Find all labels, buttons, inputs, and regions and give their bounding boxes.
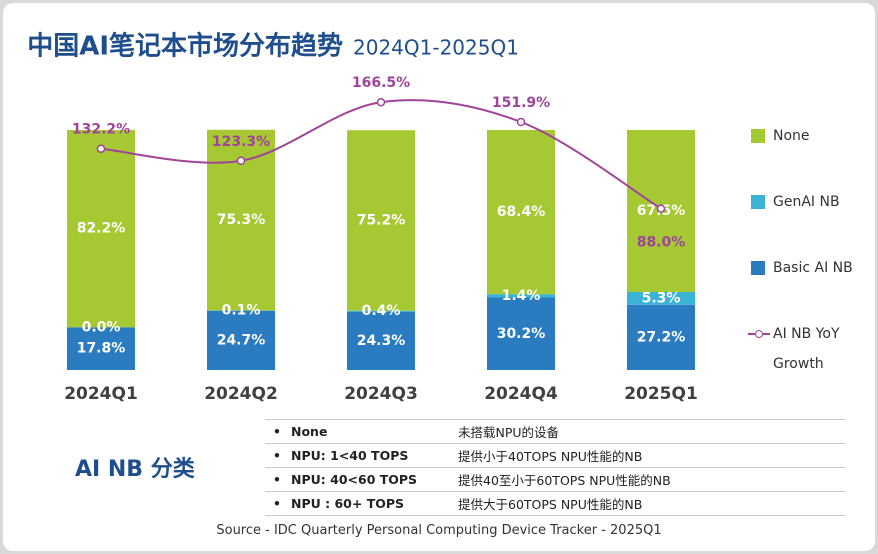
bar-segment bbox=[627, 304, 695, 370]
bar-segment bbox=[627, 292, 695, 305]
chart-subtitle: 2024Q1-2025Q1 bbox=[353, 36, 519, 60]
bar-segment bbox=[67, 130, 135, 328]
table-cell: NPU : 60+ TOPS bbox=[265, 491, 458, 516]
table-cell: NPU: 40<60 TOPS bbox=[265, 467, 458, 492]
line-label: 123.3% bbox=[212, 134, 270, 150]
data-label: 17.8% bbox=[77, 341, 126, 357]
bar-segment bbox=[347, 311, 415, 370]
classification-title: AI NB 分类 bbox=[75, 457, 195, 482]
legend-swatch bbox=[748, 319, 770, 349]
table-cell: None bbox=[265, 419, 458, 444]
data-label: 30.2% bbox=[497, 326, 546, 342]
legend-swatch bbox=[751, 129, 765, 143]
table-cell: NPU: 1<40 TOPS bbox=[265, 443, 458, 468]
data-label: 27.2% bbox=[637, 329, 686, 345]
x-tick-label: 2024Q1 bbox=[64, 384, 138, 404]
bar-segment bbox=[67, 327, 135, 370]
legend-swatch bbox=[751, 195, 765, 209]
line-point bbox=[376, 97, 386, 107]
table-cell: 提供40至小于60TOPS NPU性能的NB bbox=[458, 467, 845, 492]
x-tick-label: 2024Q4 bbox=[484, 384, 558, 404]
line-label: 88.0% bbox=[637, 235, 686, 251]
legend-item: None bbox=[748, 121, 859, 151]
line-label: 151.9% bbox=[492, 95, 550, 111]
legend-item: AI NB YoY Growth bbox=[748, 319, 859, 379]
chart: 中国AI笔记本市场分布趋势 2024Q1-2025Q1 2024Q1 2024Q2… bbox=[27, 31, 698, 405]
table-cell: 提供小于40TOPS NPU性能的NB bbox=[458, 443, 845, 468]
data-label: 75.3% bbox=[217, 212, 266, 228]
legend-item: GenAI NB bbox=[748, 187, 859, 217]
data-label: 82.2% bbox=[77, 221, 126, 237]
data-label: 5.3% bbox=[642, 290, 681, 306]
line-label: 166.5% bbox=[352, 75, 410, 91]
bar-segment bbox=[487, 130, 555, 295]
bar-segment bbox=[487, 294, 555, 298]
bar-segment bbox=[207, 310, 275, 370]
source: Source - IDC Quarterly Personal Computin… bbox=[216, 523, 662, 538]
legend-label: Basic AI NB bbox=[773, 260, 853, 276]
x-tick-label: 2025Q1 bbox=[624, 384, 698, 404]
x-tick-label: 2024Q3 bbox=[344, 384, 418, 404]
line-point bbox=[96, 144, 106, 153]
bar-segment bbox=[347, 130, 415, 311]
line-point bbox=[236, 156, 246, 166]
legend-item: Basic AI NB bbox=[748, 253, 859, 283]
data-label: 75.2% bbox=[357, 212, 406, 228]
data-label: 0.4% bbox=[362, 303, 401, 319]
data-label: 24.7% bbox=[217, 332, 266, 348]
data-label: 0.0% bbox=[82, 319, 121, 335]
line-point bbox=[516, 117, 526, 127]
table-cell: 未搭载NPU的设备 bbox=[458, 419, 845, 444]
bar-segment bbox=[347, 310, 415, 312]
chart-title: 中国AI笔记本市场分布趋势 bbox=[27, 31, 343, 62]
data-label: 24.3% bbox=[357, 333, 406, 349]
bar-segment bbox=[487, 297, 555, 370]
data-label: 0.1% bbox=[222, 303, 261, 319]
data-label: 1.4% bbox=[502, 288, 541, 304]
legend-swatch bbox=[751, 261, 765, 275]
legend-label: GenAI NB bbox=[773, 194, 840, 210]
line-point bbox=[656, 204, 666, 213]
data-label: 68.4% bbox=[497, 204, 546, 220]
legend-label: None bbox=[773, 128, 810, 144]
table-cell: 提供大于60TOPS NPU性能的NB bbox=[458, 491, 845, 516]
line-label: 132.2% bbox=[72, 122, 130, 138]
panel: 中国AI笔记本市场分布趋势 2024Q1-2025Q1 2024Q1 2024Q2… bbox=[3, 3, 875, 551]
x-tick-label: 2024Q2 bbox=[204, 384, 278, 404]
legend-label: AI NB YoY Growth bbox=[773, 326, 840, 372]
